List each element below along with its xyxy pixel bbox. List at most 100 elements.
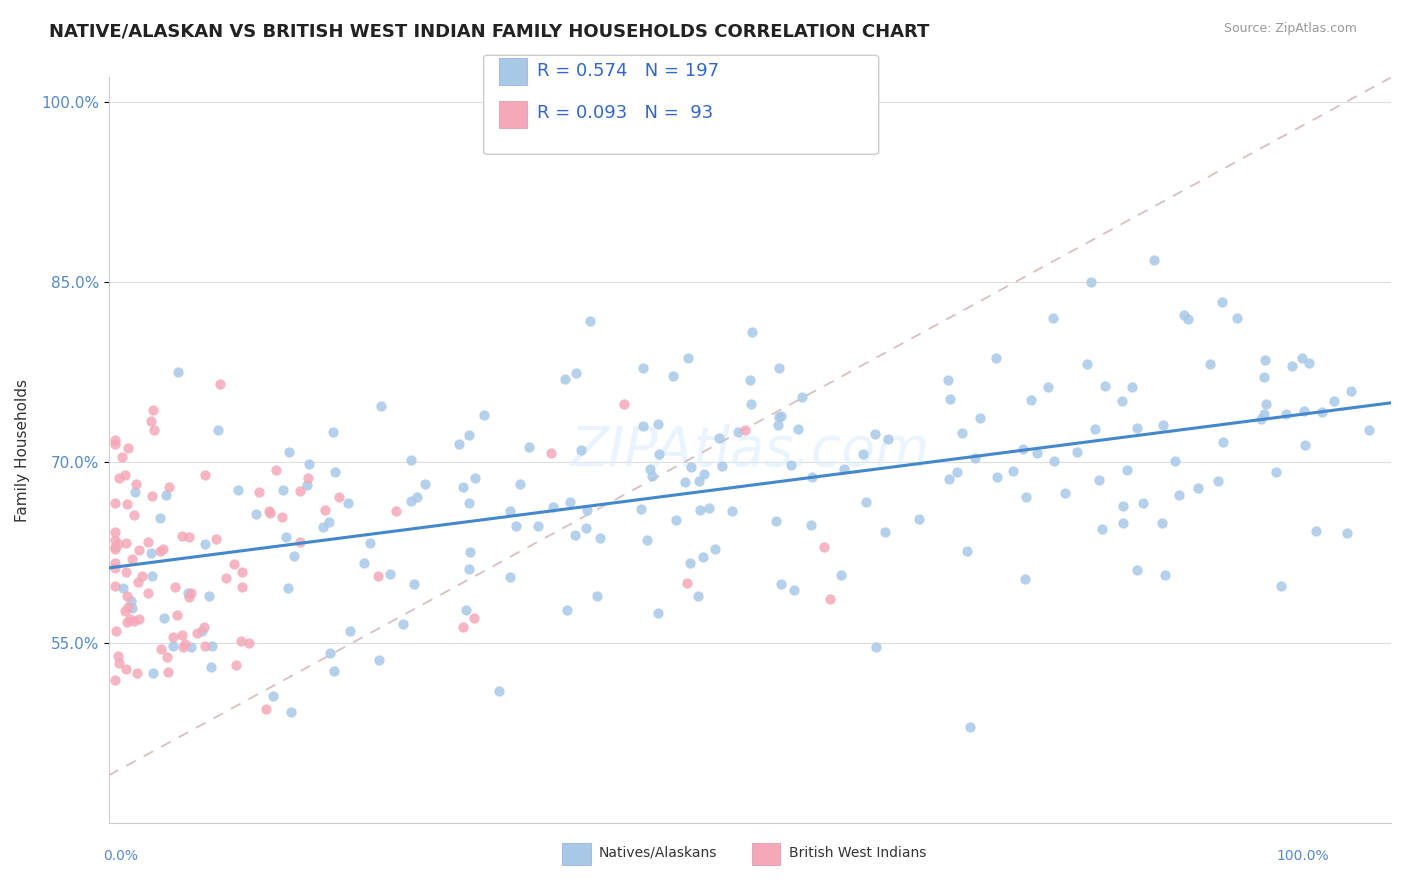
Point: [790, 390, 813, 404]
Point: [402, 576, 425, 591]
Point: [142, 403, 165, 417]
Point: [1012, 442, 1035, 456]
Point: [167, 365, 190, 379]
Point: [613, 397, 636, 411]
Point: [180, 640, 202, 655]
Point: [276, 530, 298, 544]
Point: [339, 624, 361, 639]
Point: [969, 410, 991, 425]
Point: [801, 470, 824, 484]
Point: [104, 437, 127, 451]
Point: [675, 575, 697, 590]
Point: [1281, 359, 1303, 373]
Point: [688, 474, 710, 488]
Point: [1336, 526, 1358, 541]
Point: [104, 540, 127, 554]
Point: [692, 467, 714, 481]
Point: [112, 581, 135, 595]
Point: [177, 590, 200, 604]
Point: [648, 447, 671, 461]
Point: [1173, 308, 1195, 322]
Point: [586, 589, 609, 603]
Point: [207, 423, 229, 437]
Point: [152, 542, 174, 557]
Point: [122, 508, 145, 522]
Point: [155, 488, 177, 502]
Point: [766, 417, 789, 432]
Point: [1121, 380, 1143, 394]
Point: [114, 604, 136, 618]
Point: [149, 511, 172, 525]
Point: [499, 570, 522, 584]
Point: [194, 468, 217, 483]
Text: Natives/Alaskans: Natives/Alaskans: [599, 846, 717, 860]
Point: [1076, 357, 1098, 371]
Point: [121, 601, 143, 615]
Point: [384, 504, 406, 518]
Point: [458, 562, 481, 576]
Point: [1126, 421, 1149, 435]
Text: Source: ZipAtlas.com: Source: ZipAtlas.com: [1223, 22, 1357, 36]
Point: [560, 495, 582, 509]
Point: [1250, 411, 1272, 425]
Point: [298, 457, 321, 471]
Point: [128, 542, 150, 557]
Point: [205, 533, 228, 547]
Point: [458, 545, 481, 559]
Point: [1080, 275, 1102, 289]
Point: [832, 462, 855, 476]
Point: [1275, 408, 1298, 422]
Point: [413, 476, 436, 491]
Point: [193, 537, 215, 551]
Point: [278, 445, 301, 459]
Point: [139, 546, 162, 560]
Point: [1142, 253, 1164, 268]
Point: [451, 620, 474, 634]
Point: [125, 477, 148, 491]
Point: [1152, 516, 1174, 531]
Point: [1358, 423, 1381, 437]
Point: [104, 496, 127, 510]
Point: [665, 513, 688, 527]
Point: [1091, 522, 1114, 536]
Point: [1187, 481, 1209, 495]
Point: [166, 607, 188, 622]
Point: [740, 397, 762, 411]
Point: [631, 418, 654, 433]
Point: [1265, 465, 1288, 479]
Point: [209, 377, 232, 392]
Point: [678, 351, 700, 365]
Point: [117, 600, 139, 615]
Point: [641, 469, 664, 483]
Point: [122, 614, 145, 628]
Point: [262, 689, 284, 703]
Point: [314, 503, 336, 517]
Point: [555, 603, 578, 617]
Point: [115, 589, 138, 603]
Point: [143, 423, 166, 437]
Point: [295, 478, 318, 492]
Point: [1323, 393, 1346, 408]
Point: [288, 483, 311, 498]
Point: [1211, 294, 1233, 309]
Point: [115, 536, 138, 550]
Point: [115, 565, 138, 579]
Point: [578, 314, 600, 328]
Point: [108, 471, 131, 485]
Point: [769, 409, 792, 423]
Point: [852, 447, 875, 461]
Point: [318, 515, 340, 529]
Point: [111, 450, 134, 464]
Point: [353, 556, 375, 570]
Point: [141, 489, 163, 503]
Point: [1112, 516, 1135, 530]
Point: [153, 611, 176, 625]
Point: [142, 666, 165, 681]
Point: [1053, 486, 1076, 500]
Point: [710, 458, 733, 473]
Point: [689, 503, 711, 517]
Point: [765, 515, 787, 529]
Point: [699, 500, 721, 515]
Point: [157, 480, 180, 494]
Point: [1199, 357, 1222, 371]
